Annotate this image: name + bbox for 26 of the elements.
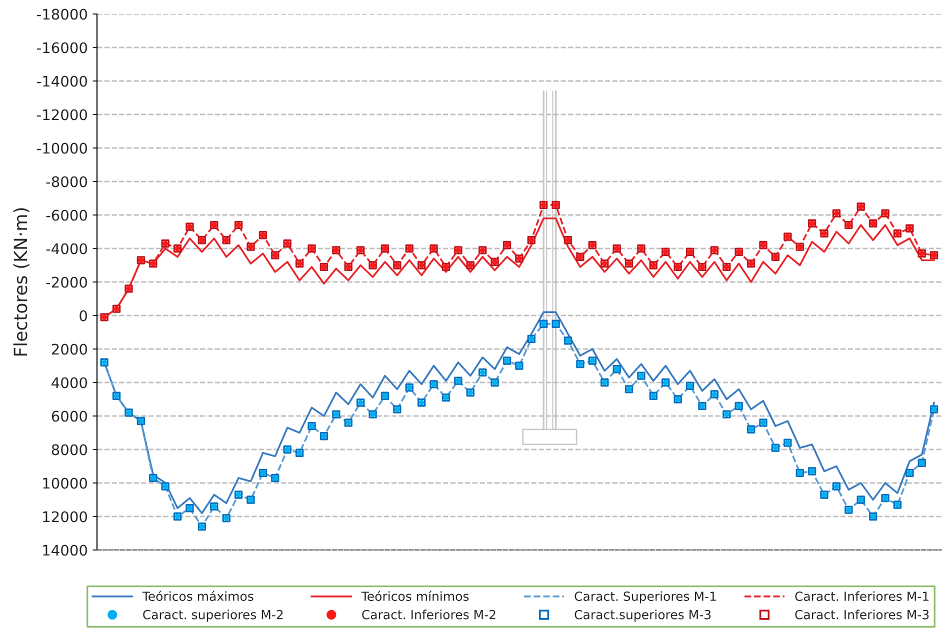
y-tick-label: -14000 bbox=[37, 76, 88, 87]
y-tick-label: -12000 bbox=[37, 109, 88, 120]
legend-label: Caract. Superiores M-1 bbox=[574, 591, 716, 604]
y-tick-label: -18000 bbox=[37, 8, 88, 20]
y-tick-label: -8000 bbox=[46, 176, 88, 188]
legend-label: Caract. Inferiores M-2 bbox=[362, 610, 496, 620]
y-tick-label: -4000 bbox=[46, 243, 88, 254]
y-tick-label: 4000 bbox=[52, 377, 88, 388]
y-tick-label: -2000 bbox=[46, 276, 88, 288]
y-tick-label: 8000 bbox=[52, 444, 88, 456]
legend-label: Teóricos máximos bbox=[142, 590, 254, 601]
legend-label: Caract.superiores M-3 bbox=[574, 610, 711, 622]
y-axis-title: Flectores (KN·m) bbox=[13, 208, 30, 356]
y-tick-label: -6000 bbox=[46, 210, 88, 221]
legend-label: Caract. superiores M-2 bbox=[143, 610, 283, 622]
y-tick-label: 10000 bbox=[43, 478, 88, 489]
y-tick-label: 2000 bbox=[52, 344, 88, 355]
y-tick-label: 0 bbox=[80, 310, 88, 322]
y-tick-label: 6000 bbox=[52, 410, 88, 422]
y-tick-label: -10000 bbox=[37, 142, 88, 154]
legend-label: Teóricos mínimos bbox=[361, 590, 469, 601]
y-tick-label: 14000 bbox=[43, 544, 88, 556]
y-tick-label: -16000 bbox=[37, 42, 88, 54]
legend-label: Caract. Inferiores M-1 bbox=[795, 591, 928, 601]
y-tick-label: 12000 bbox=[43, 511, 88, 522]
legend-label: Caract. Inferiores M-3 bbox=[795, 610, 929, 620]
